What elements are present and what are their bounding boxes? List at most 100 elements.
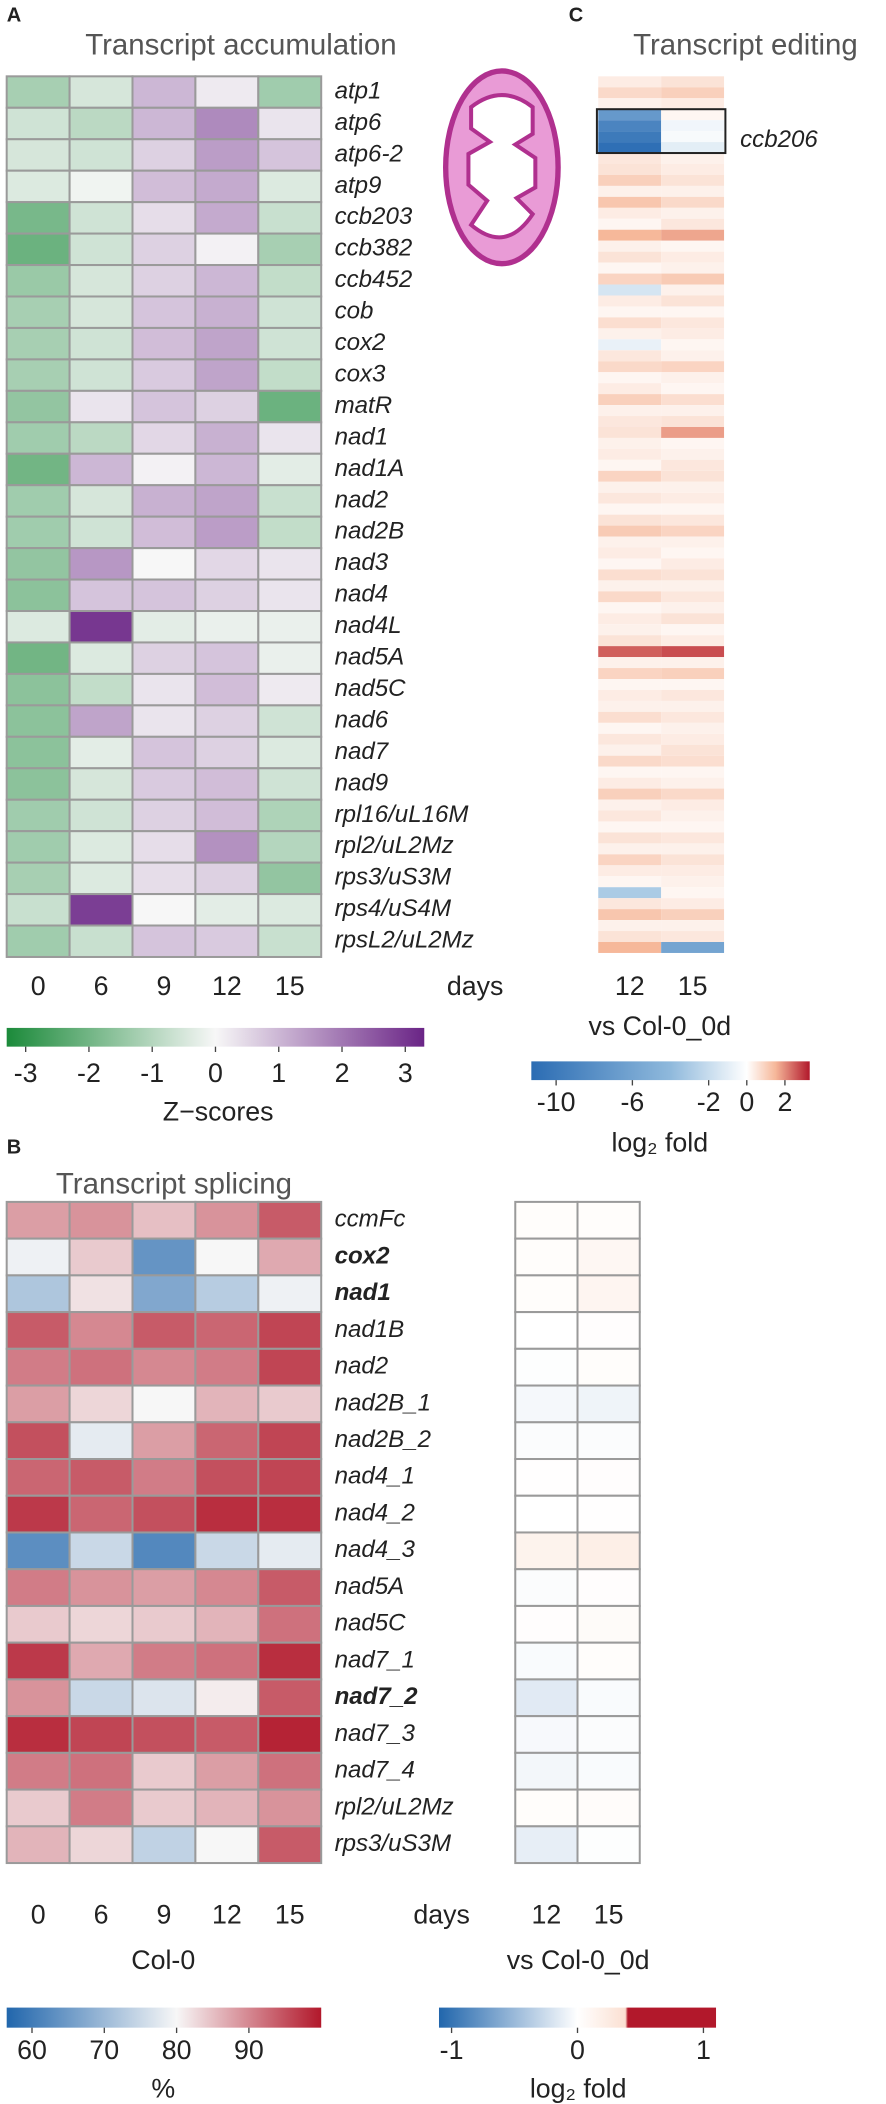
row-label: nad5C — [335, 675, 407, 702]
heatmap-cell — [598, 887, 662, 899]
heatmap-cell — [68, 641, 134, 675]
heatmap-cell — [598, 405, 662, 417]
heatmap-cell — [661, 887, 725, 899]
heatmap-cell — [661, 383, 725, 395]
column-label: 12 — [212, 1900, 242, 1930]
heatmap-cell — [598, 361, 662, 373]
heatmap-cell — [257, 1641, 323, 1681]
heatmap-cell — [131, 767, 197, 801]
heatmap-cell — [5, 924, 71, 958]
row-label: rps4/uS4M — [335, 895, 452, 922]
colorbar-tick-label: 0 — [208, 1058, 223, 1088]
heatmap-cell — [598, 448, 662, 460]
heatmap-cell — [661, 843, 725, 855]
heatmap-cell — [257, 1347, 323, 1387]
heatmap-cell — [131, 798, 197, 833]
colorbar-tick-label: 70 — [89, 2035, 119, 2065]
x-axis-label: vs Col-0_0d — [588, 1011, 731, 1041]
heatmap-cell — [131, 169, 197, 204]
row-label: nad2B_2 — [335, 1426, 432, 1453]
row-label: rps3/uS3M — [335, 1830, 452, 1857]
heatmap-cell — [598, 843, 662, 855]
colorbar-tick-label: 90 — [234, 2035, 264, 2065]
heatmap-cell — [661, 87, 725, 99]
heatmap-cell — [5, 1604, 71, 1644]
colorbar-tick-label: 80 — [162, 2035, 192, 2065]
heatmap-cell — [194, 1715, 260, 1754]
heatmap-cell — [598, 306, 662, 318]
heatmap-cell — [5, 861, 71, 896]
heatmap-cell — [194, 735, 260, 770]
heatmap-cell — [257, 1678, 323, 1718]
colorbar-tick-label: -1 — [140, 1058, 164, 1088]
heatmap-cell — [194, 767, 260, 801]
heatmap-cell — [598, 679, 662, 690]
heatmap-cell — [598, 229, 662, 241]
heatmap-cell — [576, 1421, 641, 1461]
heatmap-cell — [257, 1568, 323, 1607]
heatmap-cell — [5, 893, 71, 927]
heatmap-cell — [5, 201, 71, 235]
heatmap-cell — [194, 1531, 260, 1571]
colorbar-tick-label: -2 — [697, 1087, 721, 1117]
heatmap-cell — [598, 503, 662, 515]
heatmap-cell — [5, 421, 71, 455]
heatmap-cell — [576, 1604, 641, 1644]
heatmap-cell — [5, 358, 71, 392]
heatmap-cell — [514, 1715, 579, 1754]
heatmap-cell — [257, 641, 323, 675]
heatmap-cell — [5, 1421, 71, 1461]
annotation: ccb206 — [740, 126, 818, 153]
colorbar-tick-label: -2 — [77, 1058, 101, 1088]
heatmap-cell — [661, 700, 725, 712]
heatmap-cell — [5, 641, 71, 675]
heatmap-cell — [5, 830, 71, 864]
heatmap-cell — [257, 232, 323, 267]
heatmap-cell — [68, 1715, 134, 1754]
heatmap-cell — [661, 942, 725, 953]
heatmap-cell — [131, 1311, 197, 1350]
heatmap-cell — [5, 389, 71, 424]
heatmap-cell — [257, 201, 323, 235]
row-label: nad5A — [335, 644, 405, 671]
heatmap-cell — [68, 389, 134, 424]
heatmap-cell — [598, 755, 662, 767]
heatmap-cell — [661, 854, 725, 866]
heatmap-cell — [5, 672, 71, 707]
heatmap-cell — [5, 75, 71, 109]
heatmap-cell — [661, 876, 725, 888]
heatmap-cell — [661, 459, 725, 471]
heatmap-cell — [194, 295, 260, 329]
heatmap-cell — [131, 578, 197, 613]
heatmap-cell — [131, 1200, 197, 1240]
heatmap-cell — [661, 909, 725, 921]
heatmap-cell — [131, 861, 197, 896]
heatmap-cell — [131, 547, 197, 581]
heatmap-cell — [598, 865, 662, 877]
heatmap-cell — [194, 798, 260, 833]
heatmap-cell — [131, 106, 197, 141]
heatmap-cell — [576, 1825, 641, 1865]
heatmap-cell — [661, 207, 725, 219]
heatmap-cell — [131, 515, 197, 550]
heatmap-cell — [598, 744, 662, 756]
row-label: nad4_3 — [335, 1536, 416, 1563]
heatmap-cell — [68, 1458, 134, 1497]
panel-label: C — [569, 4, 584, 26]
heatmap-cell — [598, 295, 662, 307]
heatmap-cell — [576, 1531, 641, 1571]
heatmap-cell — [661, 481, 725, 493]
row-label: ccb382 — [335, 235, 413, 262]
heatmap-cell — [598, 580, 662, 592]
heatmap-cell — [194, 1641, 260, 1681]
heatmap-cell — [661, 624, 725, 636]
heatmap-cell — [576, 1641, 641, 1681]
heatmap-cell — [194, 578, 260, 613]
row-label: atp6 — [335, 109, 382, 136]
heatmap-cell — [131, 295, 197, 329]
row-label: nad2 — [335, 1353, 389, 1380]
heatmap-cell — [661, 163, 725, 175]
heatmap-cell — [257, 672, 323, 707]
heatmap-cell — [661, 98, 725, 110]
colorbar-tick-label: -6 — [620, 1087, 644, 1117]
